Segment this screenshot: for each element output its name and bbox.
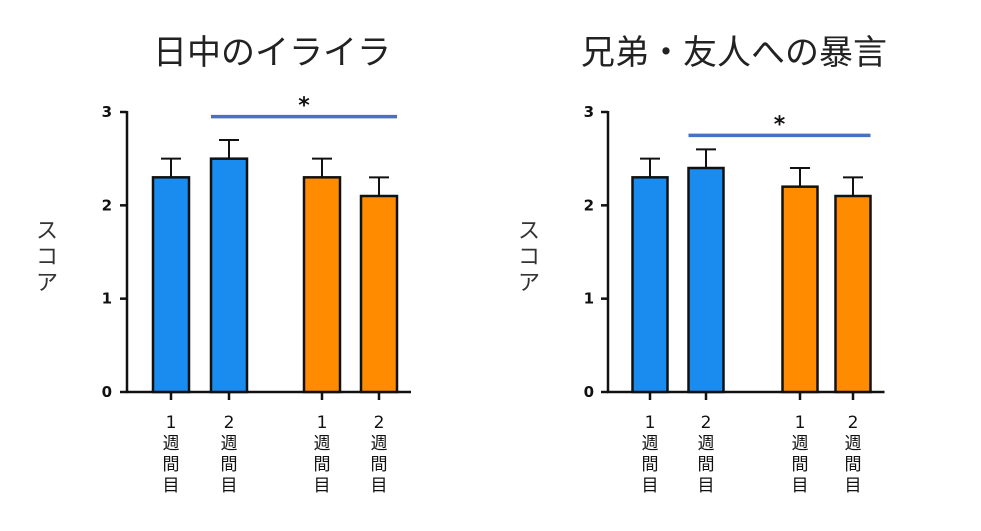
y-tick-label: 0 xyxy=(584,383,594,401)
bar xyxy=(834,194,872,394)
bar xyxy=(359,194,399,394)
bar xyxy=(302,176,342,394)
y-tick-label: 2 xyxy=(584,196,594,214)
y-tick-label: 0 xyxy=(102,383,112,401)
x-category-label: 2 週間目 xyxy=(221,413,238,496)
y-axis-label: スコア xyxy=(518,219,540,296)
significance-marker: * xyxy=(774,112,786,137)
y-tick-label: 3 xyxy=(102,103,112,121)
y-axis-label: スコア xyxy=(36,219,58,296)
x-category-label: 1 週間目 xyxy=(314,413,331,496)
chart-title: 兄弟・友人への暴言 xyxy=(581,33,887,73)
x-category-label: 1 週間目 xyxy=(163,413,180,496)
x-category-label: 2 週間目 xyxy=(845,413,862,496)
significance-marker: * xyxy=(298,94,310,119)
bar xyxy=(631,176,669,394)
bar xyxy=(687,166,725,394)
x-category-label: 1 週間目 xyxy=(792,413,809,496)
y-tick-label: 1 xyxy=(102,290,112,308)
x-category-label: 2 週間目 xyxy=(698,413,715,496)
bar xyxy=(209,157,249,394)
y-tick-label: 3 xyxy=(584,103,594,121)
y-tick-label: 1 xyxy=(584,290,594,308)
x-category-label: 2 週間目 xyxy=(371,413,388,496)
y-tick-label: 2 xyxy=(102,196,112,214)
chart-title: 日中のイライラ xyxy=(153,33,391,73)
x-category-label: 1 週間目 xyxy=(642,413,659,496)
bar xyxy=(781,185,819,394)
bar xyxy=(151,176,191,394)
